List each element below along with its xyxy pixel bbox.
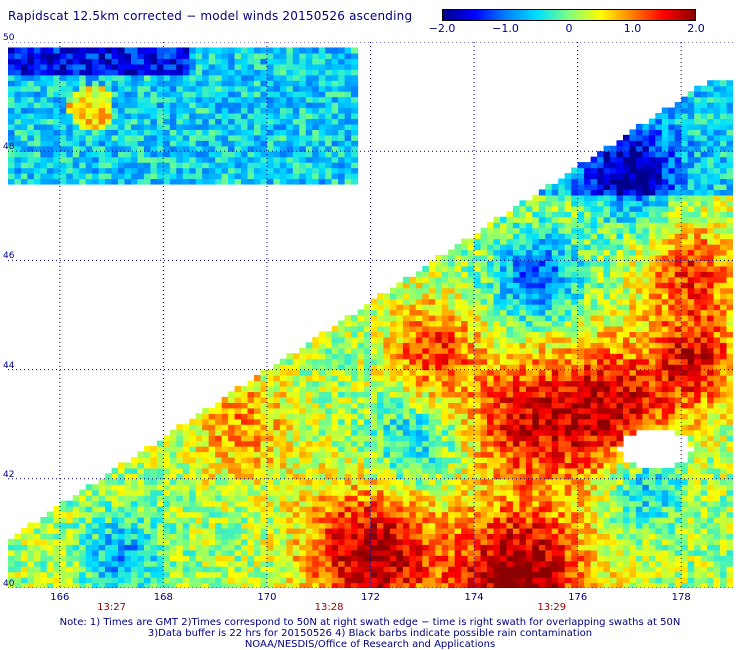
colorbar-tick-label: −1.0 [492, 22, 519, 35]
latitude-label: 50 [3, 33, 15, 43]
note-line-1: Note: 1) Times are GMT 2)Times correspon… [59, 617, 681, 628]
swath-time-label: 13:29 [537, 602, 567, 613]
longitude-label: 178 [671, 592, 691, 603]
longitude-label: 172 [360, 592, 381, 603]
latitude-label: 44 [3, 360, 15, 371]
longitude-label: 174 [464, 592, 484, 603]
longitude-label: 168 [153, 592, 173, 603]
wind-difference-map [8, 42, 733, 588]
longitude-label: 176 [568, 592, 588, 603]
latitude-label: 48 [3, 142, 15, 153]
swath-time-label: 13:28 [314, 602, 344, 613]
note-line-2: 3)Data buffer is 22 hrs for 20150526 4) … [147, 628, 593, 639]
longitude-label: 166 [50, 592, 70, 603]
chart-title: Rapidscat 12.5km corrected − model winds… [8, 9, 413, 23]
colorbar [442, 9, 696, 21]
colorbar-tick-label: 1.0 [623, 22, 642, 35]
colorbar-tick-label: 2.0 [687, 22, 705, 35]
note-line-3: NOAA/NESDIS/Office of Research and Appli… [244, 639, 496, 650]
wind-cells [8, 47, 733, 588]
swath-time-label: 13:27 [97, 602, 126, 613]
longitude-label: 170 [257, 592, 277, 603]
map-grid [8, 42, 733, 588]
colorbar-tick-label: 0 [565, 22, 573, 35]
latitude-label: 46 [3, 251, 15, 262]
colorbar-tick-label: −2.0 [428, 22, 456, 35]
wind-field-svg [8, 42, 733, 588]
latitude-label: 42 [3, 469, 15, 480]
latitude-label: 40 [3, 579, 15, 589]
